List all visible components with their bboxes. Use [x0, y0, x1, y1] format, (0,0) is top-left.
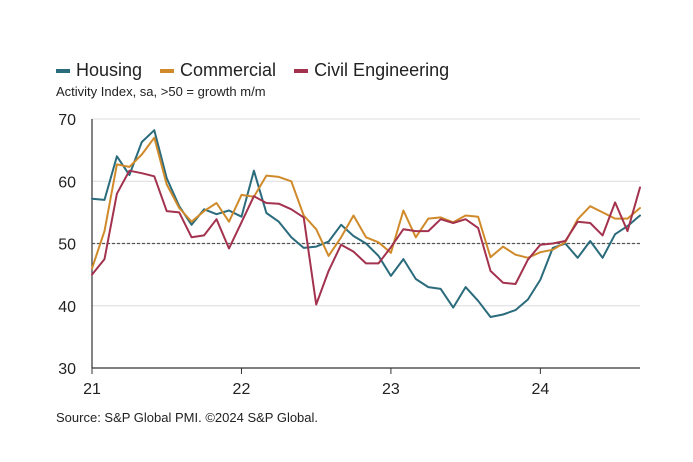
- legend-swatch-commercial: [160, 68, 175, 73]
- legend-swatch-housing: [56, 68, 70, 73]
- y-tick-label-70: 70: [58, 112, 76, 129]
- x-tick-label-23: 23: [382, 381, 400, 398]
- chart-legend: Housing Commercial Civil Engineering: [56, 60, 467, 81]
- y-tick-label-40: 40: [58, 299, 76, 316]
- legend-label-civil-engineering: Civil Engineering: [314, 60, 450, 80]
- legend-label-commercial: Commercial: [180, 60, 277, 80]
- legend-label-housing: Housing: [76, 60, 143, 80]
- y-tick-label-50: 50: [58, 237, 76, 254]
- y-tick-label-60: 60: [58, 174, 76, 191]
- x-tick-label-24: 24: [531, 381, 549, 398]
- series-line-civil-engineering: [91, 169, 641, 306]
- series-line-commercial: [91, 136, 641, 270]
- legend-item-civil-engineering: Civil Engineering: [294, 60, 449, 81]
- legend-item-housing: Housing: [56, 60, 142, 81]
- y-tick-label-30: 30: [58, 361, 76, 378]
- legend-item-commercial: Commercial: [160, 60, 276, 81]
- x-tick-label-21: 21: [83, 381, 101, 398]
- series-line-housing: [91, 129, 641, 318]
- chart-subtitle: Activity Index, sa, >50 = growth m/m: [56, 84, 266, 99]
- legend-swatch-civil-engineering: [294, 68, 309, 73]
- x-tick-label-22: 22: [233, 381, 251, 398]
- source-note: Source: S&P Global PMI. ©2024 S&P Global…: [56, 410, 319, 425]
